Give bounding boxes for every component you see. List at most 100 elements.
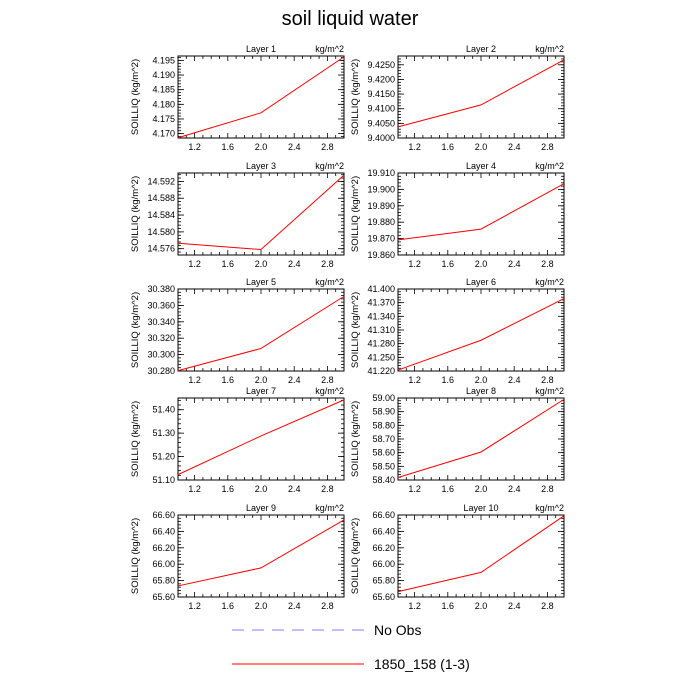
y-tick-label: 66.40 xyxy=(152,526,175,536)
panel-units: kg/m^2 xyxy=(315,161,344,171)
panel-layer-4: 1.2 1.6 2.0 2.4 2.8 19.860 19.870 19.880 19.890 1… xyxy=(350,161,565,269)
x-tick-label: 2.8 xyxy=(541,601,554,611)
panel-layer-8: 1.2 1.6 2.0 2.4 2.8 58.40 58.50 58.60 58.70 58.80… xyxy=(350,386,565,494)
y-tick-label: 58.70 xyxy=(372,434,395,444)
x-tick-label: 2.4 xyxy=(508,259,521,269)
x-tick-label: 1.2 xyxy=(188,484,201,494)
y-tick-label: 30.300 xyxy=(147,350,175,360)
y-axis-label: SOILLIQ (kg/m^2) xyxy=(130,176,141,252)
y-tick-label: 58.40 xyxy=(372,475,395,485)
plot-frame xyxy=(397,172,565,256)
y-tick-label: 58.50 xyxy=(372,461,395,471)
panel-units: kg/m^2 xyxy=(315,503,344,513)
x-tick-label: 1.6 xyxy=(222,484,235,494)
panel-units: kg/m^2 xyxy=(535,44,564,54)
y-axis-label: SOILLIQ (kg/m^2) xyxy=(350,292,361,368)
y-tick-label: 9.4050 xyxy=(367,118,395,128)
x-tick-label: 2.8 xyxy=(541,259,554,269)
x-tick-label: 1.6 xyxy=(222,375,235,385)
y-tick-label: 65.80 xyxy=(152,576,175,586)
plot-frame xyxy=(177,55,345,139)
panel-units: kg/m^2 xyxy=(315,386,344,396)
x-tick-label: 1.2 xyxy=(188,375,201,385)
y-tick-label: 58.60 xyxy=(372,448,395,458)
y-tick-label: 4.180 xyxy=(152,99,175,109)
panel-layer-10: 1.2 1.6 2.0 2.4 2.8 65.60 65.80 66.00 66.20 66.40… xyxy=(350,503,565,611)
x-tick-label: 2.0 xyxy=(255,142,268,152)
y-tick-label: 14.576 xyxy=(147,244,175,254)
series-line xyxy=(177,56,345,139)
panel-layer-1: 1.2 1.6 2.0 2.4 2.8 4.170 4.175 4.180 4.185 4.190… xyxy=(130,44,345,152)
x-tick-label: 1.6 xyxy=(442,601,455,611)
y-tick-label: 66.00 xyxy=(152,559,175,569)
panel-units: kg/m^2 xyxy=(315,44,344,54)
series-line xyxy=(177,174,345,251)
x-tick-label: 2.8 xyxy=(321,601,334,611)
series-line xyxy=(177,519,345,587)
y-tick-label: 4.175 xyxy=(152,114,175,124)
x-tick-label: 1.6 xyxy=(222,142,235,152)
y-tick-label: 4.185 xyxy=(152,85,175,95)
y-axis-label: SOILLIQ (kg/m^2) xyxy=(130,59,141,135)
plot-frame xyxy=(397,55,565,139)
x-tick-label: 2.0 xyxy=(475,375,488,385)
y-tick-label: 14.580 xyxy=(147,227,175,237)
x-tick-label: 2.0 xyxy=(475,142,488,152)
x-tick-label: 2.4 xyxy=(288,375,301,385)
plot-frame xyxy=(177,288,345,372)
x-tick-label: 1.2 xyxy=(188,259,201,269)
x-tick-label: 1.6 xyxy=(442,259,455,269)
series-line xyxy=(177,295,345,372)
y-tick-label: 41.250 xyxy=(367,352,395,362)
series-line xyxy=(177,399,345,476)
panel-units: kg/m^2 xyxy=(535,503,564,513)
x-tick-label: 2.0 xyxy=(475,259,488,269)
y-tick-label: 19.910 xyxy=(367,168,395,178)
y-axis-label: SOILLIQ (kg/m^2) xyxy=(350,401,361,477)
panel-title: Layer 5 xyxy=(246,277,276,287)
x-tick-label: 1.6 xyxy=(222,259,235,269)
y-tick-label: 9.4150 xyxy=(367,89,395,99)
series-line xyxy=(397,183,565,241)
x-tick-label: 2.0 xyxy=(255,375,268,385)
y-tick-label: 41.310 xyxy=(367,325,395,335)
y-tick-label: 14.592 xyxy=(147,176,175,186)
x-tick-label: 2.8 xyxy=(321,142,334,152)
x-tick-label: 1.2 xyxy=(408,484,421,494)
y-tick-label: 9.4000 xyxy=(367,133,395,143)
y-tick-label: 51.30 xyxy=(152,428,175,438)
page-title: soil liquid water xyxy=(281,8,419,30)
y-tick-label: 30.340 xyxy=(147,317,175,327)
panel-title: Layer 2 xyxy=(466,44,496,54)
y-tick-label: 51.10 xyxy=(152,475,175,485)
y-tick-label: 65.80 xyxy=(372,576,395,586)
x-tick-label: 1.2 xyxy=(408,601,421,611)
y-tick-label: 19.880 xyxy=(367,217,395,227)
series-line xyxy=(397,59,565,128)
panel-title: Layer 9 xyxy=(246,503,276,513)
panel-layer-6: 1.2 1.6 2.0 2.4 2.8 41.220 41.250 41.280 41.310 4… xyxy=(350,277,565,385)
x-tick-label: 2.4 xyxy=(508,375,521,385)
x-tick-label: 1.6 xyxy=(442,484,455,494)
y-axis-label: SOILLIQ (kg/m^2) xyxy=(130,518,141,594)
y-tick-label: 41.220 xyxy=(367,366,395,376)
series-line xyxy=(397,398,565,479)
x-tick-label: 2.0 xyxy=(255,484,268,494)
y-tick-label: 66.00 xyxy=(372,559,395,569)
plot-frame xyxy=(397,514,565,598)
plot-frame xyxy=(177,172,345,256)
x-tick-label: 2.4 xyxy=(508,601,521,611)
panel-layer-3: 1.2 1.6 2.0 2.4 2.8 14.576 14.580 14.584 14.588 1… xyxy=(130,161,345,269)
panel-layer-7: 1.2 1.6 2.0 2.4 2.8 51.10 51.20 51.30 51.40 SOILL… xyxy=(130,386,345,494)
y-axis-label: SOILLIQ (kg/m^2) xyxy=(350,176,361,252)
y-tick-label: 9.4200 xyxy=(367,74,395,84)
y-axis-label: SOILLIQ (kg/m^2) xyxy=(130,292,141,368)
x-tick-label: 2.8 xyxy=(321,375,334,385)
y-tick-label: 65.60 xyxy=(152,592,175,602)
series-line xyxy=(397,515,565,593)
y-tick-label: 19.860 xyxy=(367,250,395,260)
panel-units: kg/m^2 xyxy=(315,277,344,287)
y-tick-label: 9.4250 xyxy=(367,60,395,70)
y-tick-label: 41.370 xyxy=(367,298,395,308)
